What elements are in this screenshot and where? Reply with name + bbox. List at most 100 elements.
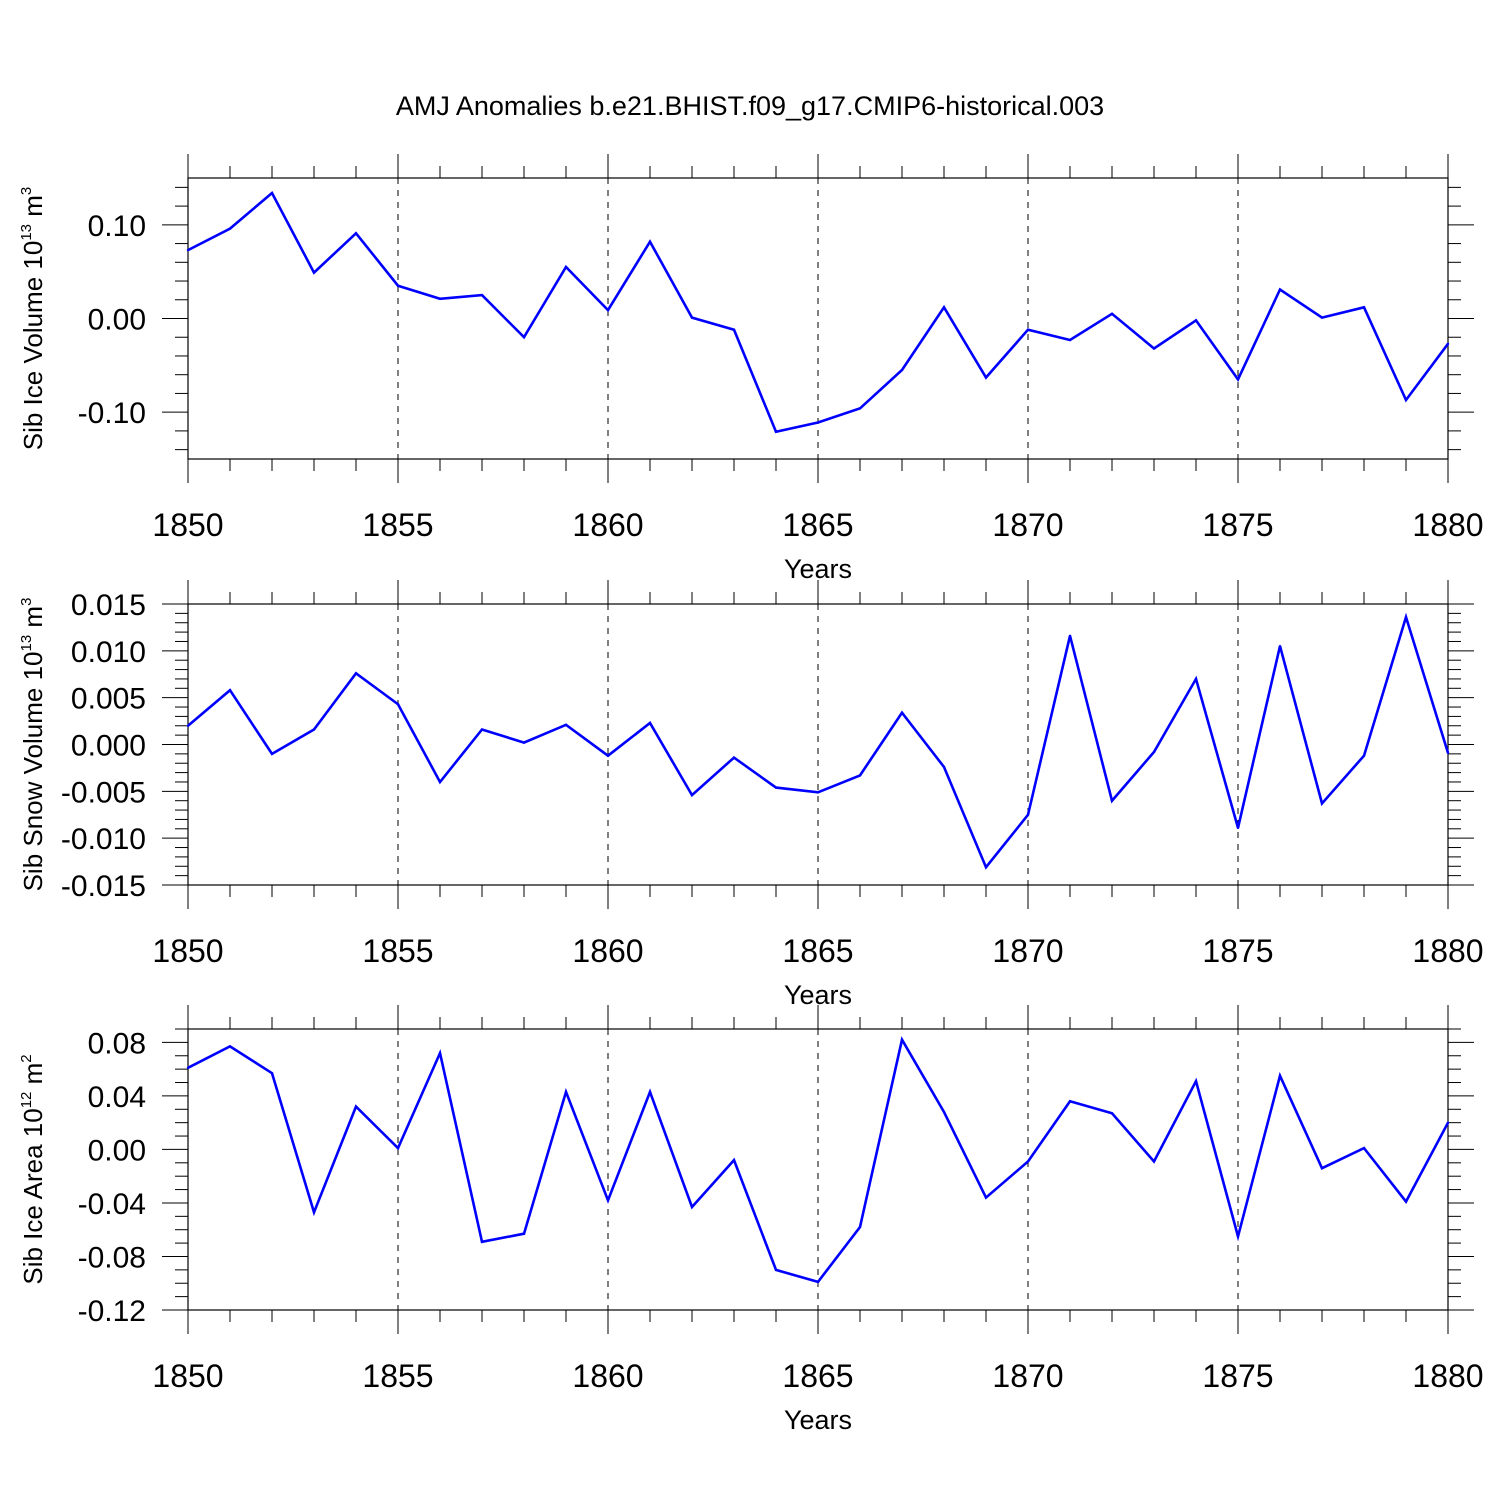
plot-frame <box>187 177 1449 460</box>
data-point <box>984 1196 988 1199</box>
data-point <box>1236 826 1240 830</box>
data-point <box>438 780 442 784</box>
x-axis-title: Years <box>784 1405 852 1435</box>
x-tick-label: 1870 <box>992 1358 1063 1394</box>
data-point <box>774 786 778 789</box>
x-tick-label: 1870 <box>992 933 1063 969</box>
y-tick-label: -0.10 <box>78 397 146 430</box>
figure-title: AMJ Anomalies b.e21.BHIST.f09_g17.CMIP6-… <box>396 91 1104 121</box>
data-point <box>606 1199 610 1202</box>
data-point <box>186 724 190 727</box>
data-point <box>648 1090 652 1094</box>
x-tick-label: 1850 <box>152 1358 223 1394</box>
data-point <box>900 711 904 714</box>
y-axis-title: Sib Ice Area 1012 m2 <box>18 1054 48 1284</box>
x-tick-label: 1850 <box>152 933 223 969</box>
data-point <box>186 1066 190 1070</box>
x-tick-label: 1855 <box>362 507 433 543</box>
data-point <box>984 866 988 869</box>
x-axis-title: Years <box>784 554 852 584</box>
data-point <box>942 306 946 309</box>
x-tick-label: 1875 <box>1202 933 1273 969</box>
data-point <box>1404 615 1408 619</box>
data-point <box>1362 306 1366 309</box>
panel-snow-volume: -0.015 -0.010 -0.005 0.000 0.005 0.010 0.015 18… <box>18 580 1484 1010</box>
data-point <box>1110 312 1114 316</box>
data-point <box>354 232 358 235</box>
data-point <box>1110 1112 1114 1115</box>
x-tick-label: 1855 <box>362 933 433 969</box>
data-point <box>816 1280 820 1284</box>
x-tick-label: 1865 <box>782 933 853 969</box>
data-point <box>1446 751 1450 755</box>
data-point <box>900 368 904 372</box>
data-point <box>1152 750 1156 754</box>
data-point <box>522 741 526 744</box>
data-point <box>1278 644 1282 648</box>
data-point <box>942 1110 946 1114</box>
data-point <box>1194 1079 1198 1083</box>
data-point <box>522 1232 526 1235</box>
data-point <box>648 240 652 243</box>
data-point <box>312 271 316 274</box>
data-point <box>1320 316 1324 319</box>
data-point <box>1068 1100 1072 1103</box>
data-point <box>396 284 400 287</box>
x-tick-label: 1880 <box>1412 507 1483 543</box>
plot-frame <box>187 1028 1449 1311</box>
data-point <box>1152 1160 1156 1163</box>
y-tick-label: 0.10 <box>88 210 146 243</box>
x-tick-label: 1860 <box>572 933 643 969</box>
data-point <box>186 248 190 252</box>
x-tick-label: 1880 <box>1412 933 1483 969</box>
data-point <box>1236 1235 1240 1238</box>
data-point <box>1194 677 1198 681</box>
y-tick-label: 0.005 <box>71 683 146 716</box>
data-point <box>606 308 610 312</box>
x-tick-label: 1880 <box>1412 1358 1483 1394</box>
data-point <box>774 1268 778 1272</box>
x-tick-label: 1860 <box>572 1358 643 1394</box>
y-tick-label: 0.00 <box>88 1134 146 1167</box>
data-point <box>1320 1166 1324 1170</box>
data-point <box>732 328 736 331</box>
data-point <box>1446 342 1450 345</box>
y-tick-label: 0.00 <box>88 304 146 337</box>
y-tick-label: -0.08 <box>78 1241 146 1274</box>
data-point <box>774 430 778 434</box>
data-point <box>858 774 862 777</box>
y-tick-label: 0.010 <box>71 636 146 669</box>
data-point <box>732 756 736 759</box>
data-point <box>1404 398 1408 402</box>
data-point <box>1278 1074 1282 1078</box>
data-point <box>396 703 400 706</box>
data-point <box>480 728 484 731</box>
x-tick-label: 1875 <box>1202 507 1273 543</box>
data-point <box>1152 347 1156 350</box>
data-point <box>228 1045 232 1048</box>
y-tick-label: 0.015 <box>71 589 146 622</box>
data-point <box>480 1240 484 1243</box>
data-point <box>1026 1160 1030 1163</box>
y-tick-label: 0.000 <box>71 730 146 763</box>
data-point <box>270 191 274 195</box>
x-tick-label: 1855 <box>362 1358 433 1394</box>
panel-ice-area: -0.12 -0.08 -0.04 0.00 0.04 0.08 1850 1855 1860 1… <box>18 1005 1484 1435</box>
data-point <box>1194 319 1198 322</box>
data-point <box>816 421 820 424</box>
data-point <box>1026 813 1030 816</box>
data-point <box>270 752 274 756</box>
data-point <box>1362 754 1366 757</box>
y-tick-label: -0.12 <box>78 1295 146 1328</box>
data-point <box>312 728 316 731</box>
data-point <box>396 1146 400 1150</box>
x-tick-label: 1865 <box>782 507 853 543</box>
y-tick-label: -0.015 <box>61 870 146 903</box>
data-point <box>312 1211 316 1214</box>
data-point <box>606 754 610 757</box>
data-point <box>354 1105 358 1108</box>
data-point <box>648 721 652 725</box>
data-point <box>1110 799 1114 802</box>
x-tick-label: 1850 <box>152 507 223 543</box>
